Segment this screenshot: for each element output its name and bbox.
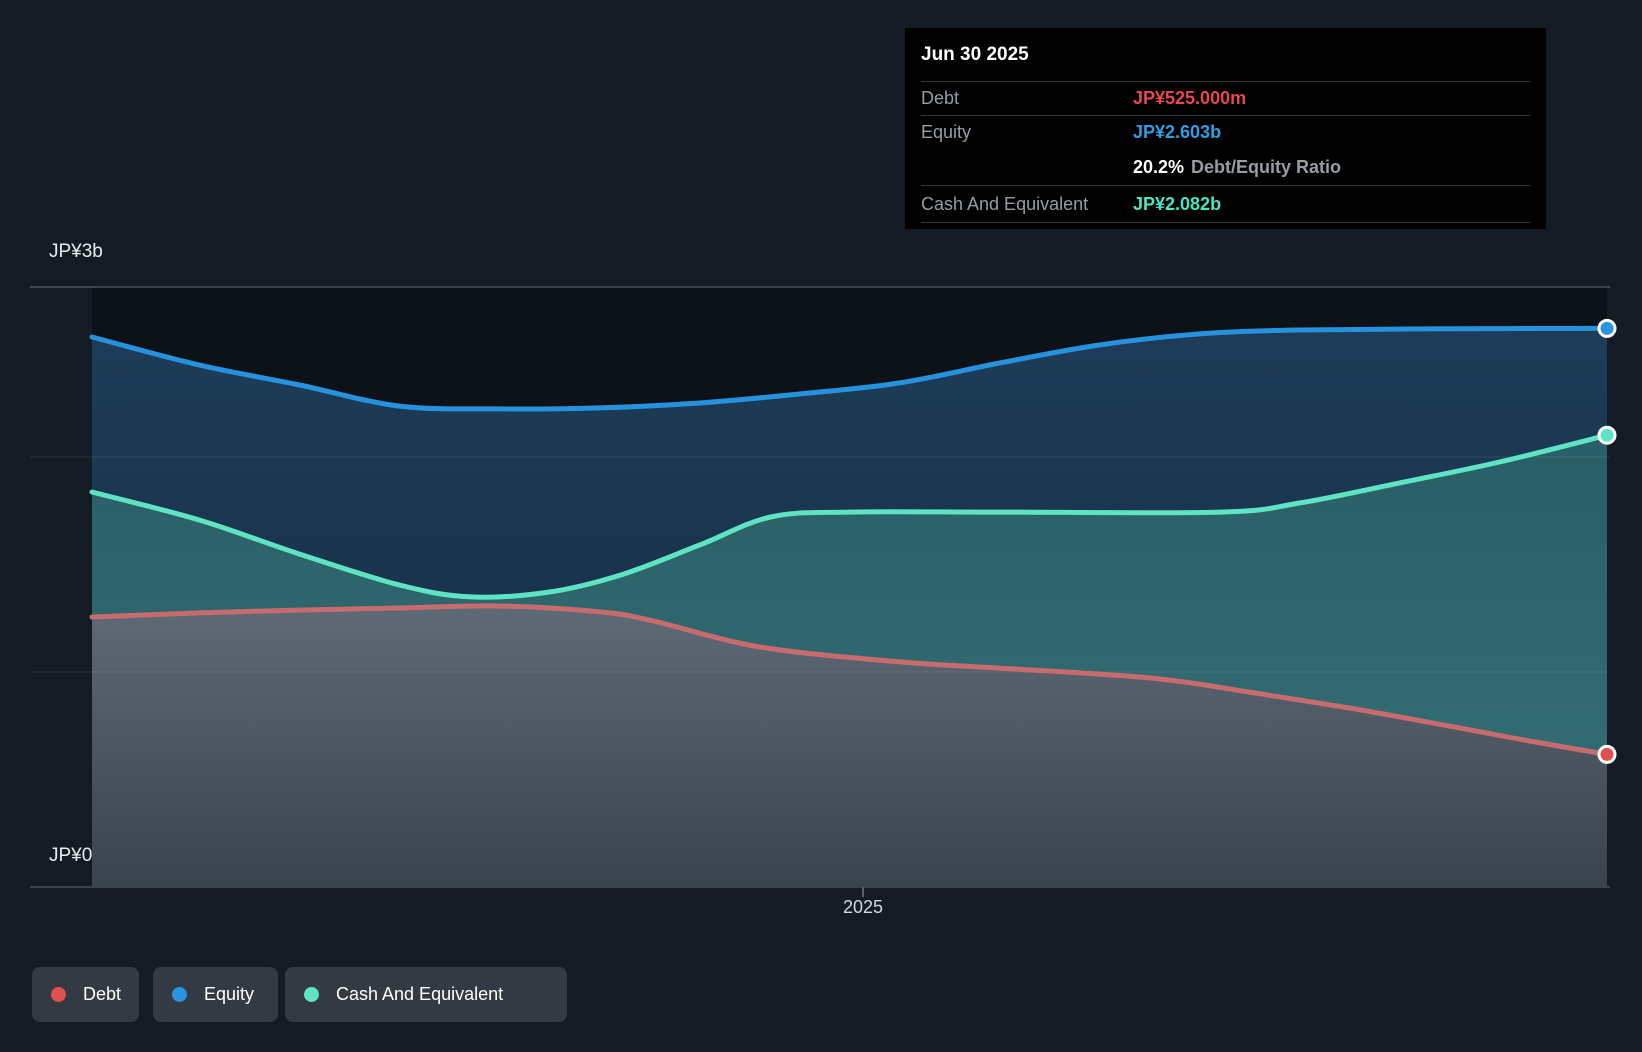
tooltip-row-equity: Equity JP¥2.603b — [921, 115, 1530, 149]
tooltip-row-cash: Cash And Equivalent JP¥2.082b — [921, 185, 1530, 223]
cash-swatch-icon — [304, 987, 319, 1002]
line-debt — [89, 603, 1610, 757]
tooltip-debt-value: JP¥525.000m — [1133, 88, 1247, 108]
tooltip-ratio-value: 20.2% — [1133, 156, 1185, 177]
line-cash-and-equivalent — [89, 432, 1610, 600]
tooltip-cash-label: Cash And Equivalent — [921, 193, 1089, 214]
marker-debt[interactable] — [1597, 744, 1617, 764]
tooltip-date-title: Jun 30 2025 — [921, 43, 1029, 65]
marker-equity[interactable] — [1597, 318, 1617, 338]
y-axis-max-label: JP¥3b — [49, 241, 103, 262]
tooltip-row-ratio: 20.2% Debt/Equity Ratio — [921, 149, 1530, 185]
legend: Debt Equity Cash And Equivalent — [0, 967, 1642, 1022]
legend-equity-label: Equity — [204, 984, 255, 1004]
tooltip-row-debt: Debt JP¥525.000m — [921, 81, 1530, 115]
x-axis-tick-label: 2025 — [842, 897, 884, 917]
area-debt — [92, 605, 1607, 887]
tooltip-equity-value: JP¥2.603b — [1133, 122, 1222, 142]
legend-debt-label: Debt — [83, 984, 122, 1004]
tooltip-debt-label: Debt — [921, 88, 960, 108]
legend-item-equity[interactable]: Equity — [153, 967, 278, 1022]
legend-item-cash[interactable]: Cash And Equivalent — [285, 967, 567, 1022]
debt-swatch-icon — [51, 987, 66, 1002]
line-equity — [89, 325, 1610, 412]
y-axis-min-label: JP¥0 — [49, 845, 93, 866]
tooltip-cash-value: JP¥2.082b — [1133, 193, 1222, 214]
tooltip-ratio-label: Debt/Equity Ratio — [1191, 156, 1342, 177]
tooltip-equity-label: Equity — [921, 122, 972, 142]
marker-cash-and-equivalent[interactable] — [1597, 425, 1617, 445]
legend-cash-label: Cash And Equivalent — [336, 984, 504, 1004]
equity-swatch-icon — [172, 987, 187, 1002]
tooltip: Jun 30 2025 Debt JP¥525.000m Equity JP¥2… — [905, 28, 1546, 229]
legend-item-debt[interactable]: Debt — [32, 967, 139, 1022]
